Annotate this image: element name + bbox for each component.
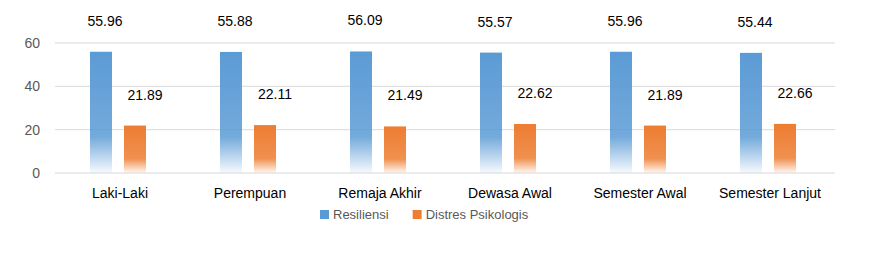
x-tick-label: Laki-Laki: [92, 185, 148, 201]
data-label: 55.44: [737, 14, 772, 30]
bar: [350, 51, 372, 173]
grid-line: [55, 173, 835, 174]
legend-swatch: [320, 210, 329, 219]
data-label: 21.89: [127, 87, 162, 103]
y-tick-label: 0: [32, 165, 40, 181]
data-label: 22.66: [777, 85, 812, 101]
chart: 0 20 40 60 55.96 55.88 56.09 55.57 55.96 55.44 21.…: [0, 0, 876, 264]
x-tick-label: Semester Lanjut: [719, 185, 821, 201]
y-tick-label: 20: [24, 122, 40, 138]
data-label: 55.88: [217, 13, 252, 29]
data-label: 22.11: [258, 86, 292, 102]
y-tick-label: 60: [24, 35, 40, 51]
grid-line: [55, 129, 835, 130]
data-label: 21.49: [387, 87, 422, 103]
legend-label: Resiliensi: [333, 207, 389, 222]
bar: [90, 52, 112, 173]
bar: [514, 124, 536, 173]
x-tick-label: Dewasa Awal: [468, 185, 552, 201]
bar: [774, 124, 796, 173]
bar: [220, 52, 242, 173]
bar: [644, 126, 666, 173]
y-tick-label: 40: [24, 78, 40, 94]
bar: [610, 52, 632, 173]
data-label: 22.62: [517, 85, 552, 101]
bar: [480, 53, 502, 173]
data-label: 56.09: [347, 12, 382, 28]
legend-label: Distres Psikologis: [426, 207, 529, 222]
data-label: 55.96: [607, 13, 642, 29]
grid-line: [55, 43, 835, 44]
legend-swatch: [413, 210, 422, 219]
x-tick-label: Remaja Akhir: [338, 185, 422, 201]
grid-line: [55, 86, 835, 87]
data-labels: 55.96 55.88 56.09 55.57 55.96 55.44 21.89 22.11…: [87, 12, 812, 103]
bar: [254, 125, 276, 173]
legend: Resiliensi Distres Psikologis: [320, 207, 529, 222]
bar: [740, 53, 762, 173]
bar: [384, 126, 406, 173]
data-label: 55.57: [477, 14, 512, 30]
bars: [90, 51, 796, 173]
x-tick-label: Perempuan: [214, 185, 286, 201]
x-tick-label: Semester Awal: [593, 185, 686, 201]
data-label: 21.89: [647, 87, 682, 103]
data-label: 55.96: [87, 13, 122, 29]
bar: [124, 126, 146, 173]
